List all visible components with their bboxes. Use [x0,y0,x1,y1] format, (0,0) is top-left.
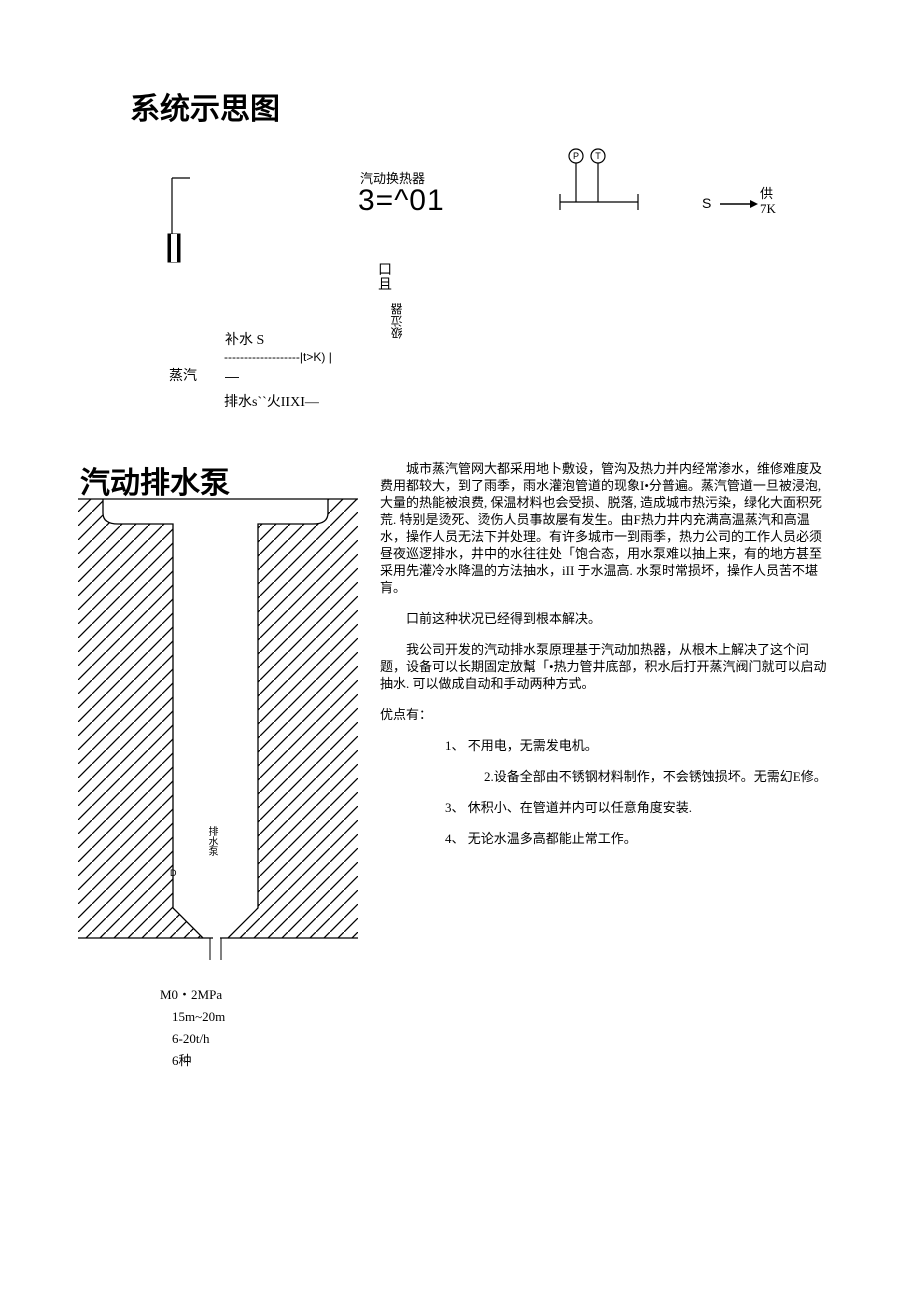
paragraph-1: 城市蒸汽管网大都采用地卜敷设，管沟及热力并内经常渗水，维修难度及费用都较大，到了… [380,460,830,596]
supply-bottom: 7K [760,201,776,216]
specs-block: M0・2MPa 15m~20m 6-20t/h 6种 [160,984,225,1072]
pump-vertical-label: 排水泵 [204,826,219,856]
supply-top: 供 [760,186,776,201]
vertical-cjk-label: 级泣器 [388,303,405,339]
paragraph-3: 我公司开发的汽动排水泵原理基于汽动加热器，从根木上解决了这个问题，设备可以长期固… [380,641,830,692]
adv-item-2: 2.设备全部由不锈钢材料制作，不会锈蚀损坏。无需幻E修。 [380,768,830,785]
svg-text:P: P [573,151,579,161]
advantages-list: 1、 不用电，无需发电机。 2.设备全部由不锈钢材料制作，不会锈蚀损坏。无需幻E… [380,737,830,847]
square-symbols: 口 且 [378,262,392,292]
adv-item-4: 4、 无论水温多高都能止常工作。 [380,830,830,847]
dash-bar: — [225,368,239,384]
paishui-label: 排水s``火IIXI— [224,391,319,411]
svg-text:T: T [595,151,601,161]
square-bottom: 且 [378,277,392,292]
steam-label: 蒸汽 [169,365,197,385]
supply-arrow-icon [720,197,760,211]
advantages-title: 优点有： [380,706,830,723]
spec-1: M0・2MPa [160,984,225,1006]
spec-4: 6种 [160,1050,225,1072]
adv-item-1: 1、 不用电，无需发电机。 [380,737,830,754]
adv-item-3: 3、 休积小、在管道并内可以任意角度安装. [380,799,830,816]
spec-3: 6-20t/h [160,1028,225,1050]
left-component-symbol [166,176,196,276]
spec-2: 15m~20m [160,1006,225,1028]
square-top: 口 [378,262,392,277]
body-text-block: 城市蒸汽管网大都采用地卜敷设，管沟及热力并内经常渗水，维修难度及费用都较大，到了… [380,460,830,861]
dash-line-text: -------------------|t>K) | [224,350,332,364]
paragraph-2: 口前这种状况已经得到根本解决。 [380,610,830,627]
bushui-label: 补水 S [225,329,264,349]
code-text: 3=^01 [358,184,445,218]
supply-s-label: S [702,195,711,211]
pt-sensor-symbol: P T [558,146,648,212]
title-pump: 汽动排水泵 [80,458,230,502]
title-system: 系统示思图 [130,84,280,128]
pump-well-diagram [78,498,358,968]
pump-d-label: D [170,868,177,878]
supply-text: 供 7K [760,186,776,216]
